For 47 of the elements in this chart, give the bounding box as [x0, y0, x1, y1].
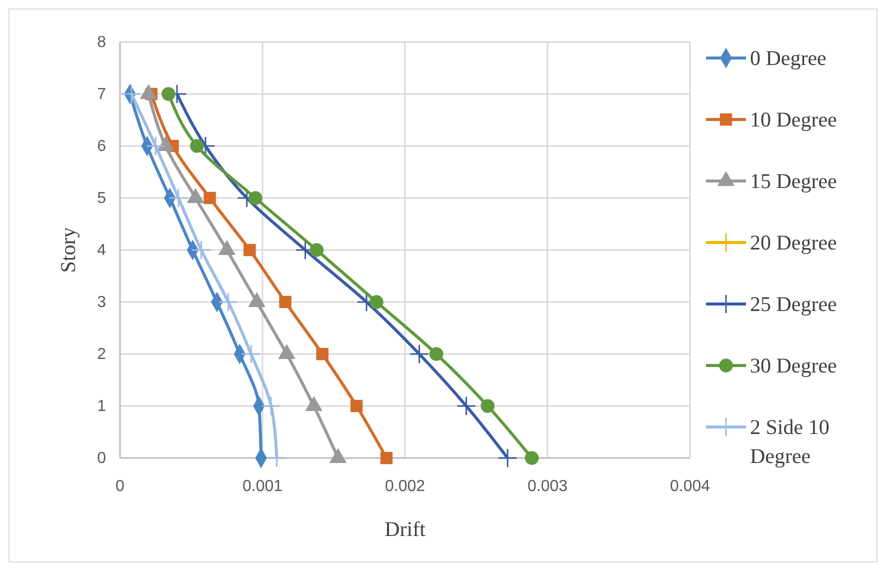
- point: [380, 452, 393, 464]
- legend-label: 0 Degree: [750, 46, 826, 70]
- legend-label: 25 Degree: [750, 292, 837, 316]
- y-tick-label: 6: [97, 138, 106, 155]
- legend-label: 2 Side 10 Degree: [750, 415, 830, 468]
- point: [191, 240, 212, 260]
- point: [316, 348, 328, 360]
- y-tick-label: 5: [97, 190, 106, 207]
- point: [409, 344, 430, 364]
- point: [244, 244, 256, 256]
- y-tick-label: 8: [97, 34, 106, 51]
- point: [310, 243, 324, 257]
- y-tick-label: 0: [97, 450, 106, 467]
- x-tick-label: 0.002: [384, 478, 426, 495]
- point: [429, 347, 444, 361]
- point: [122, 84, 142, 104]
- point: [498, 448, 518, 468]
- x-tick-label: 0: [116, 478, 125, 495]
- point: [146, 136, 166, 156]
- x-tick-label: 0.003: [527, 478, 568, 495]
- point: [162, 87, 176, 101]
- point: [241, 344, 261, 364]
- y-tick-label: 4: [97, 242, 106, 259]
- point: [524, 451, 539, 465]
- point: [218, 292, 238, 312]
- point: [370, 295, 384, 309]
- x-tick-label: 0.001: [242, 478, 283, 495]
- point: [279, 296, 292, 308]
- y-tick-label: 1: [97, 398, 106, 415]
- y-tick-label: 3: [97, 294, 106, 311]
- y-axis-title: Story: [56, 226, 80, 273]
- legend-label: 20 Degree: [750, 230, 837, 254]
- point: [204, 192, 216, 204]
- point: [480, 399, 495, 413]
- point: [456, 396, 476, 416]
- point: [350, 400, 363, 412]
- y-tick-label: 7: [97, 86, 106, 103]
- legend-label: 30 Degree: [750, 354, 837, 378]
- point: [168, 188, 188, 208]
- x-tick-label: 0.004: [670, 478, 710, 495]
- y-tick-label: 2: [97, 346, 106, 363]
- point: [261, 396, 281, 416]
- point: [190, 139, 204, 153]
- legend-label: 15 Degree: [750, 169, 837, 193]
- x-axis-title: Drift: [384, 517, 426, 541]
- point: [248, 191, 262, 205]
- legend-label: 10 Degree: [750, 108, 837, 132]
